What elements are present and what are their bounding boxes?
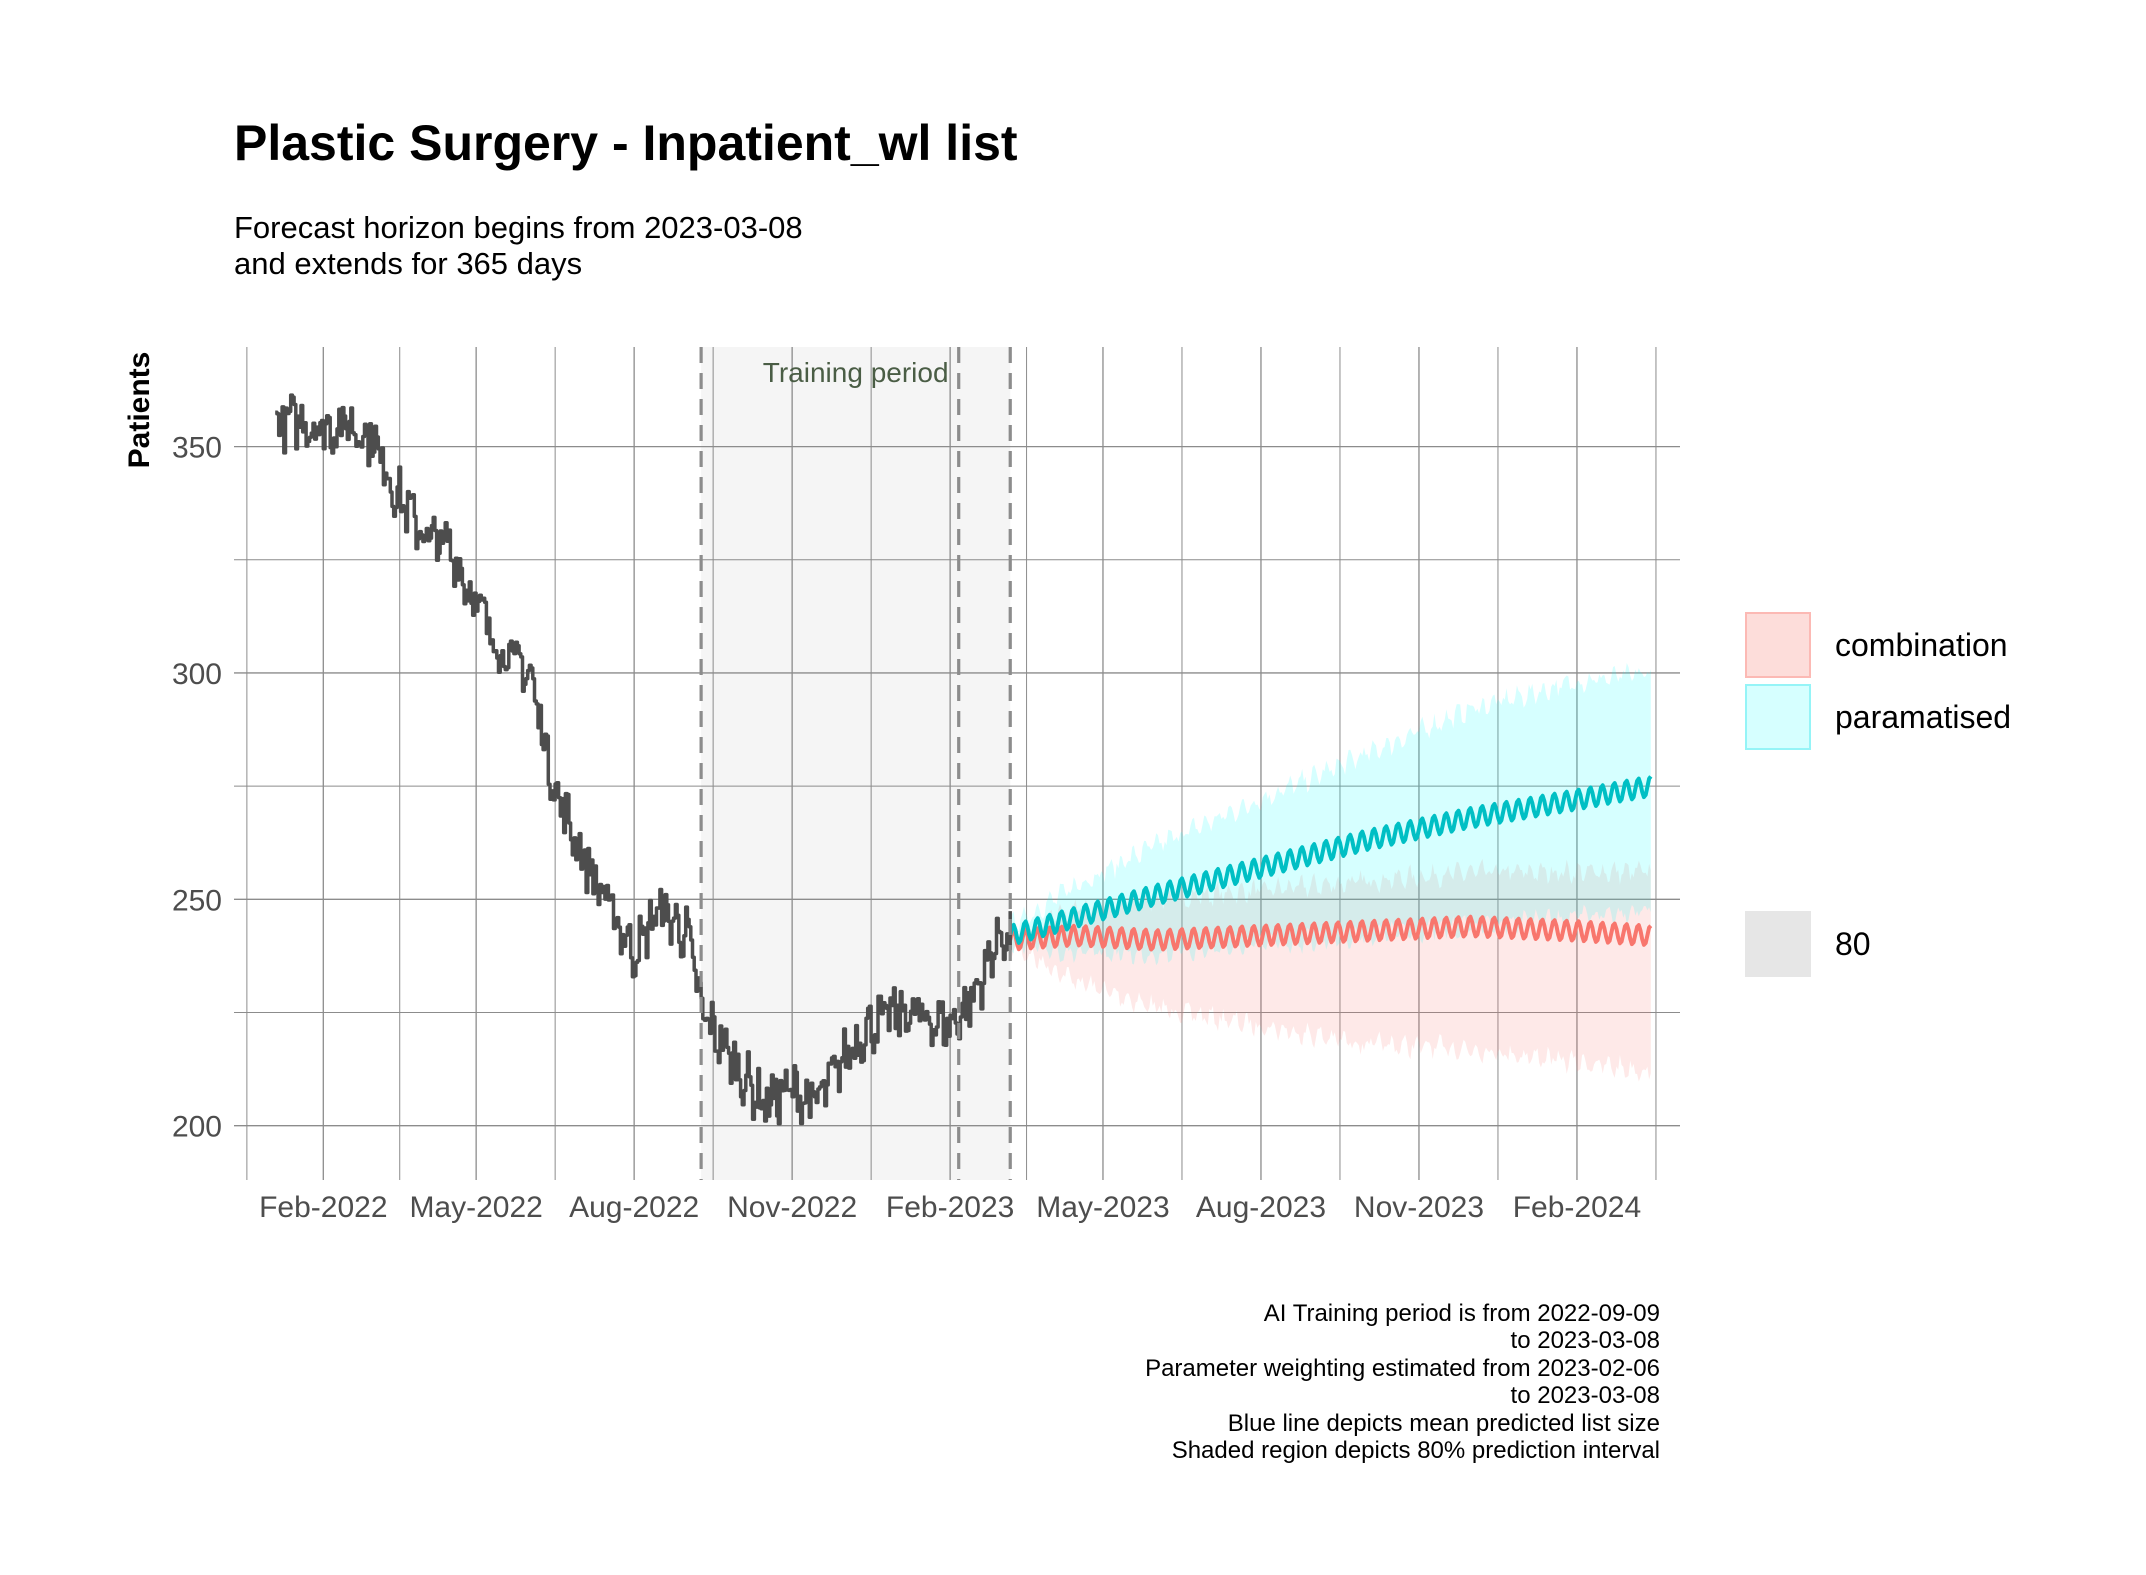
caption-line-2: to 2023-03-08 bbox=[1510, 1327, 1660, 1355]
caption-line-5: Blue line depicts mean predicted list si… bbox=[1227, 1409, 1660, 1437]
historical-line bbox=[275, 393, 1012, 1126]
chart-subtitle: Forecast horizon begins from 2023-03-08 … bbox=[234, 210, 803, 282]
caption-line-3: Parameter weighting estimated from 2023-… bbox=[1145, 1354, 1660, 1382]
mean-line-paramatised bbox=[1008, 775, 1653, 945]
legend-item-paramatised: paramatised bbox=[1745, 684, 2011, 750]
legend-key-level-80 bbox=[1745, 911, 1811, 977]
x-tick-label: Feb-2024 bbox=[1513, 1191, 1641, 1224]
x-tick-label: Aug-2022 bbox=[569, 1191, 699, 1224]
subtitle-line-1: Forecast horizon begins from 2023-03-08 bbox=[234, 210, 803, 245]
legend-item-combination: combination bbox=[1745, 612, 2008, 678]
mean-line-combination bbox=[1008, 914, 1653, 952]
x-tick-label: Feb-2022 bbox=[259, 1191, 387, 1224]
x-tick-label: Nov-2022 bbox=[727, 1191, 857, 1224]
y-tick-label: 350 bbox=[172, 432, 222, 465]
x-tick-label: Aug-2023 bbox=[1196, 1191, 1326, 1224]
y-tick-label: 200 bbox=[172, 1111, 222, 1144]
subtitle-line-2: and extends for 365 days bbox=[234, 246, 583, 281]
caption-line-4: to 2023-03-08 bbox=[1510, 1382, 1660, 1410]
chart-title: Plastic Surgery - Inpatient_wl list bbox=[234, 115, 1018, 171]
x-tick-label: Nov-2023 bbox=[1354, 1191, 1484, 1224]
legend-key-paramatised bbox=[1745, 684, 1811, 750]
caption: AI Training period is from 2022-09-09 to… bbox=[1145, 1300, 1660, 1464]
legend-label-level-80: 80 bbox=[1835, 925, 1871, 962]
y-tick-label: 300 bbox=[172, 658, 222, 691]
legend-label-combination: combination bbox=[1835, 626, 2008, 663]
x-tick-label: Feb-2023 bbox=[886, 1191, 1014, 1224]
legend-key-combination bbox=[1745, 612, 1811, 678]
caption-line-1: AI Training period is from 2022-09-09 bbox=[1263, 1300, 1660, 1327]
legend-label-paramatised: paramatised bbox=[1835, 698, 2012, 735]
x-tick-label: May-2022 bbox=[409, 1191, 542, 1224]
training-period-label: Training period bbox=[763, 357, 949, 388]
ribbon-combination bbox=[1010, 858, 1651, 1082]
x-tick-label: May-2023 bbox=[1036, 1191, 1169, 1224]
y-tick-label: 250 bbox=[172, 884, 222, 917]
legend-item-level-80: 80 bbox=[1745, 911, 1871, 977]
caption-line-6: Shaded region depicts 80% prediction int… bbox=[1171, 1437, 1660, 1465]
